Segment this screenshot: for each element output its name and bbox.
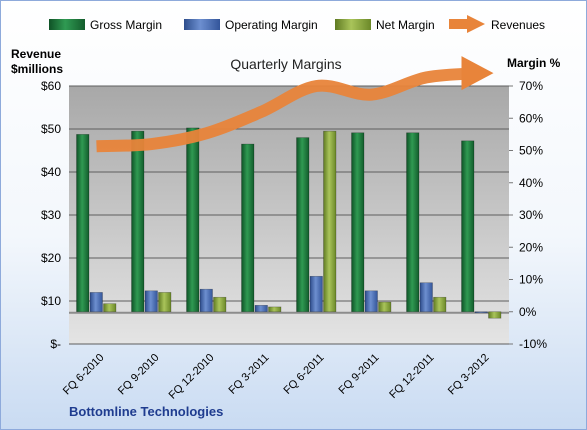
net-margin-bar	[323, 130, 337, 313]
left-tick-label: $10	[41, 294, 61, 308]
category-label: FQ 12-2010	[167, 352, 217, 402]
chart-title: Quarterly Margins	[230, 56, 341, 72]
net-margin-bar	[268, 306, 282, 313]
net-margin-bar	[378, 301, 392, 313]
gross-margin-bar	[186, 127, 200, 313]
legend-label-operating-margin: Operating Margin	[225, 18, 318, 32]
net-margin-bar	[213, 296, 227, 313]
gross-margin-bar	[406, 132, 420, 313]
operating-margin-bar	[419, 282, 433, 313]
right-tick-label: 0%	[519, 305, 537, 319]
legend-label-revenues: Revenues	[491, 18, 545, 32]
gross-margin-bar	[131, 130, 145, 313]
operating-margin-bar	[254, 304, 268, 313]
left-axis-title-line1: Revenue	[11, 47, 61, 61]
net-margin-bar	[433, 296, 447, 313]
legend-swatch-gross-margin	[49, 19, 85, 30]
right-tick-label: 40%	[519, 176, 543, 190]
legend-swatch-operating-margin	[184, 19, 220, 30]
category-label: FQ 3-2012	[446, 352, 492, 398]
operating-margin-bar	[309, 275, 323, 313]
left-tick-label: $40	[41, 165, 61, 179]
baseline	[69, 311, 509, 314]
right-tick-label: 70%	[519, 79, 543, 93]
revenues-arrowhead	[461, 56, 494, 91]
gross-margin-bar	[76, 134, 90, 313]
operating-margin-bar	[89, 292, 103, 313]
right-axis-title: Margin %	[507, 56, 561, 70]
gross-margin-bar	[351, 132, 365, 313]
right-tick-label: 60%	[519, 111, 543, 125]
category-label: FQ 9-2011	[337, 352, 382, 397]
operating-margin-bar	[364, 290, 378, 313]
right-tick-label: 30%	[519, 208, 543, 222]
right-tick-label: 50%	[519, 144, 543, 158]
operating-margin-bar	[144, 290, 158, 313]
footer-company: Bottomline Technologies	[69, 404, 223, 419]
net-margin-bar	[158, 292, 172, 313]
category-label: FQ 6-2011	[282, 352, 327, 397]
operating-margin-bar	[199, 288, 213, 313]
left-tick-label: $60	[41, 79, 61, 93]
left-axis-title-line2: $millions	[11, 62, 63, 76]
category-label: FQ 12-2011	[387, 352, 436, 401]
revenue-line	[96, 56, 494, 153]
gross-margin-bar	[296, 137, 310, 313]
left-tick-label: $-	[50, 337, 61, 351]
right-tick-label: 20%	[519, 240, 543, 254]
right-tick-label: -10%	[519, 337, 547, 351]
operating-margin-bar	[474, 311, 488, 314]
gross-margin-bar	[241, 143, 255, 313]
left-tick-label: $50	[41, 122, 61, 136]
category-label: FQ 3-2011	[227, 352, 272, 397]
category-label: FQ 9-2010	[116, 352, 162, 398]
bars	[76, 127, 502, 319]
legend: Gross Margin Operating Margin Net Margin…	[49, 15, 545, 33]
category-label: FQ 6-2010	[61, 352, 107, 398]
legend-label-gross-margin: Gross Margin	[90, 18, 162, 32]
net-margin-bar	[103, 303, 117, 313]
legend-arrow-revenues	[467, 15, 485, 33]
gross-margin-bar	[461, 140, 475, 313]
net-margin-bar	[488, 311, 502, 319]
left-tick-label: $30	[41, 208, 61, 222]
revenues-line	[96, 67, 482, 153]
legend-label-net-margin: Net Margin	[376, 18, 435, 32]
left-tick-label: $20	[41, 251, 61, 265]
right-tick-label: 10%	[519, 273, 543, 287]
legend-swatch-net-margin	[335, 19, 371, 30]
